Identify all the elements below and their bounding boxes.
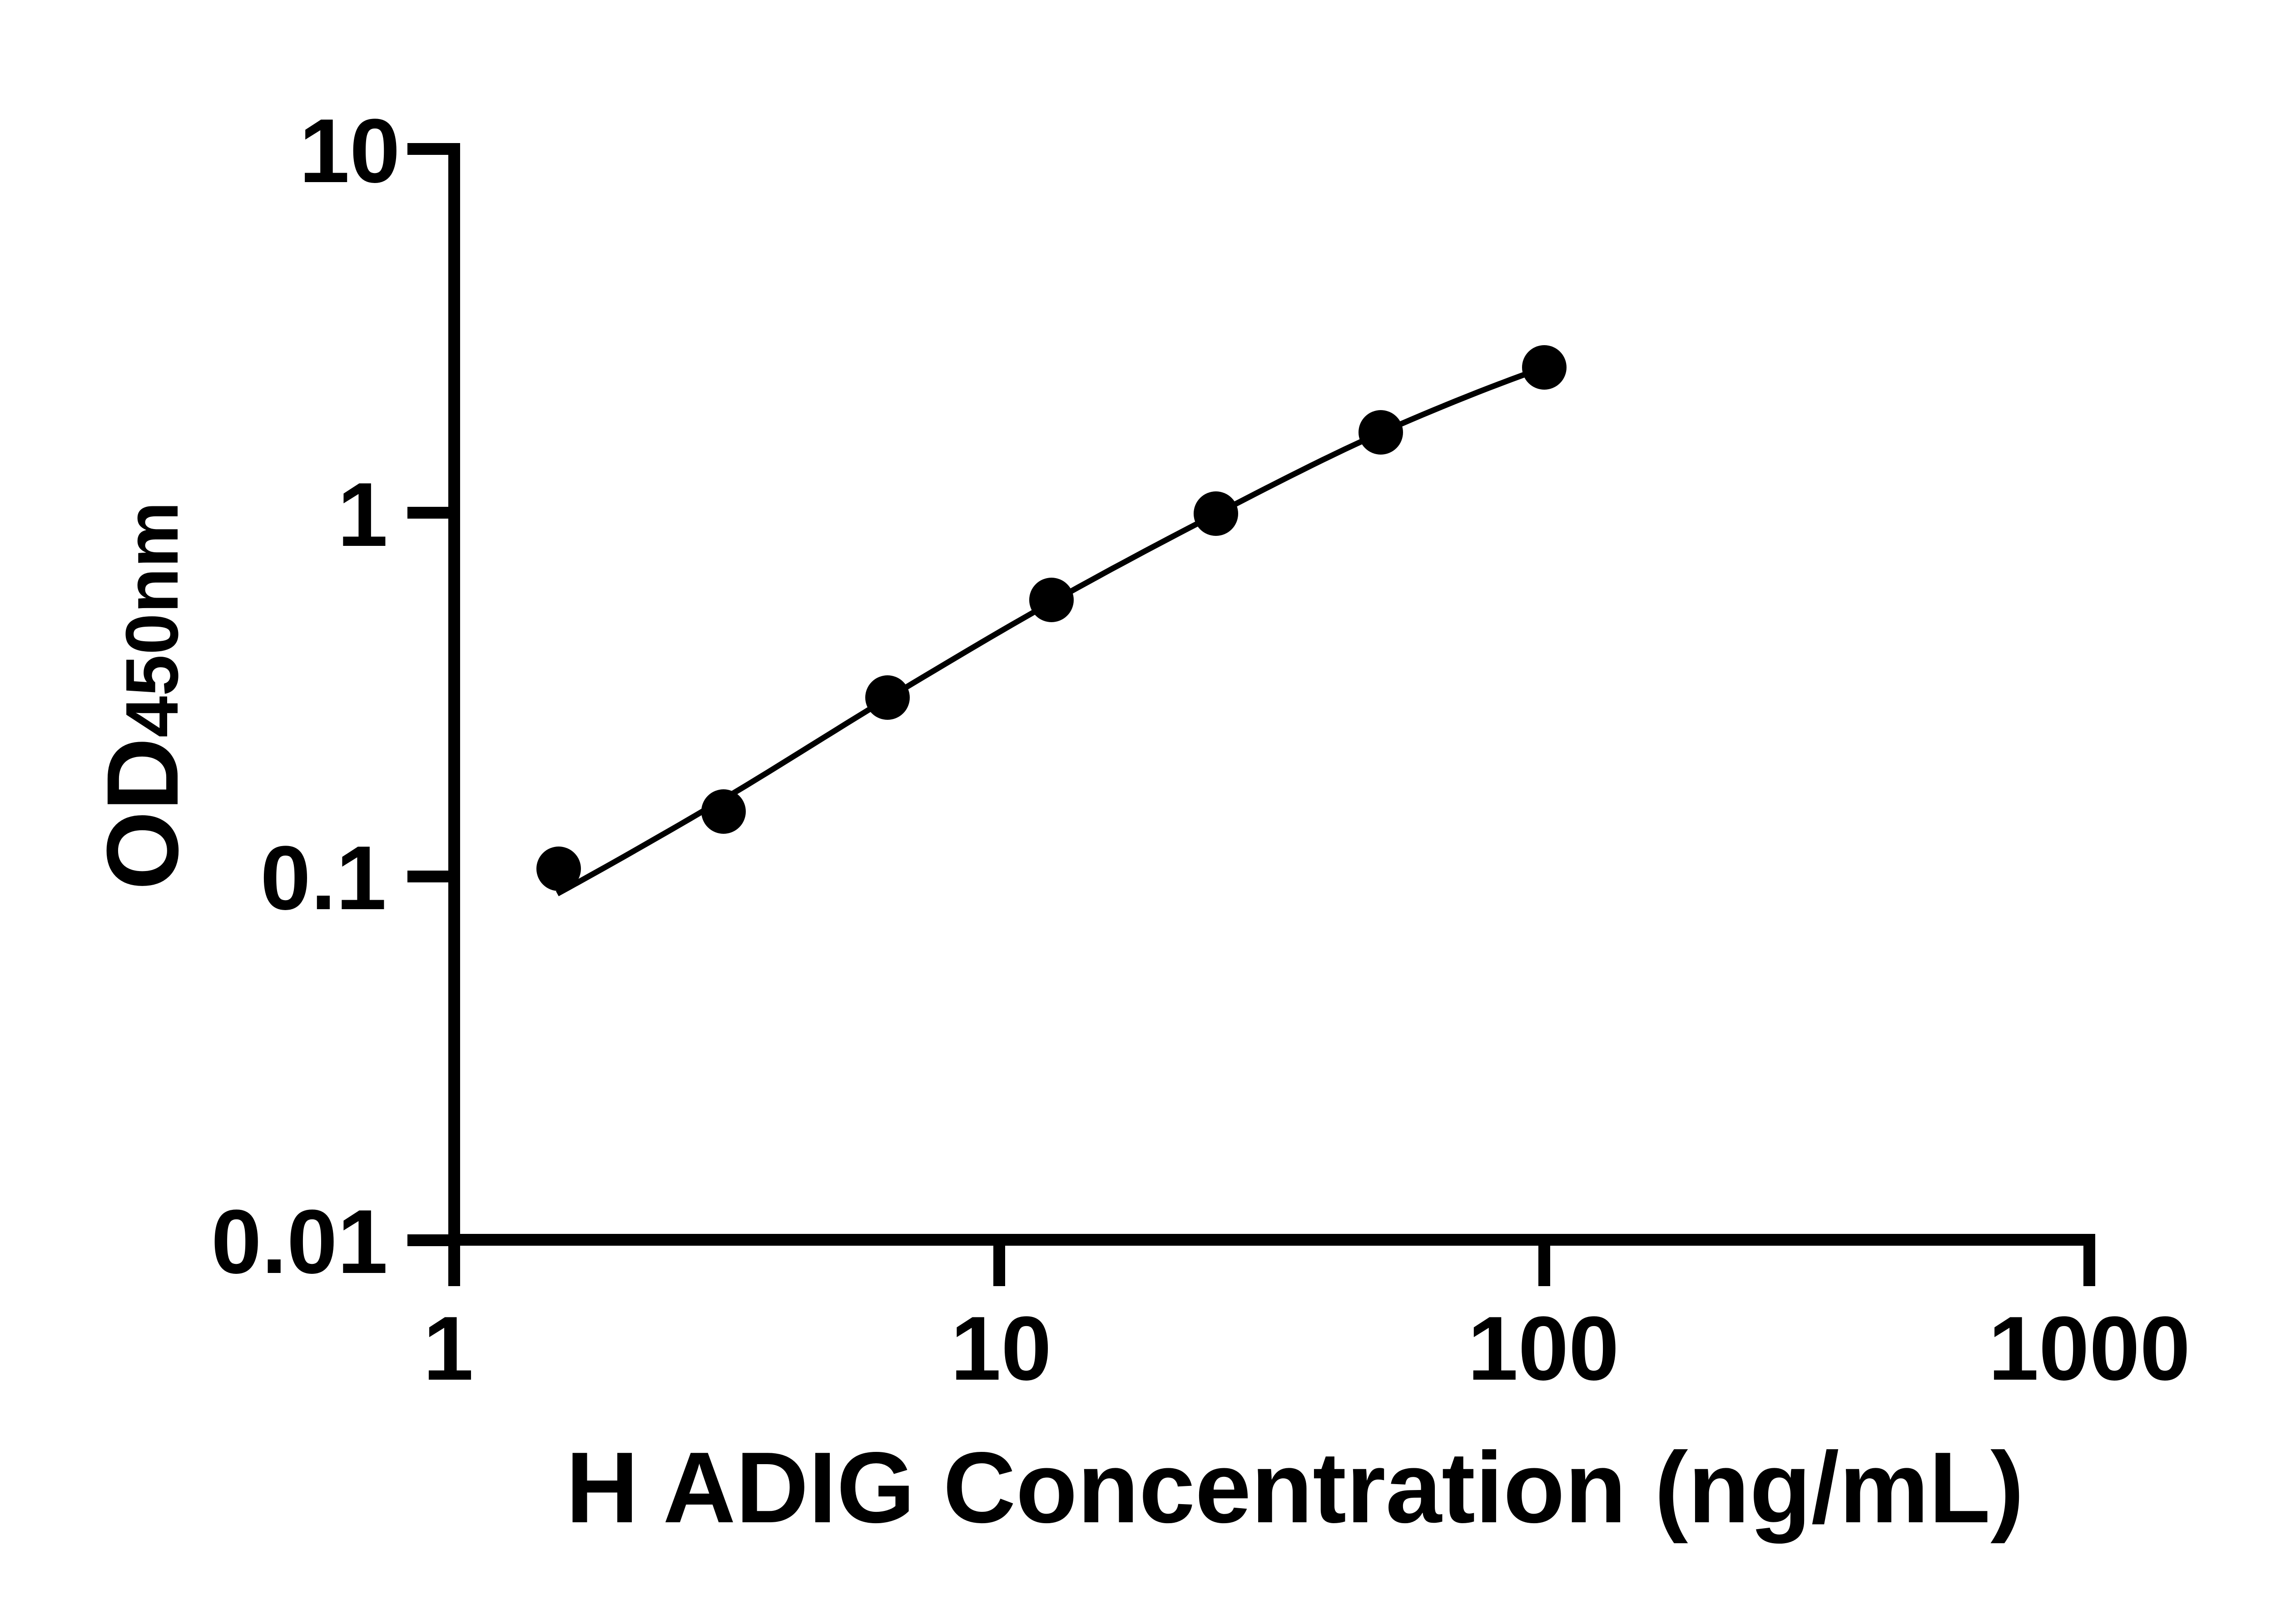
- svg-text:1000: 1000: [1988, 1298, 2191, 1399]
- svg-text:0.1: 0.1: [260, 827, 387, 929]
- svg-text:100: 100: [1468, 1298, 1619, 1399]
- svg-text:10: 10: [299, 100, 400, 202]
- svg-text:H ADIG Concentration (ng/mL): H ADIG Concentration (ng/mL): [566, 1431, 2024, 1544]
- svg-text:1: 1: [423, 1298, 473, 1399]
- svg-text:0.01: 0.01: [211, 1191, 388, 1292]
- svg-text:1: 1: [337, 464, 388, 565]
- svg-text:10: 10: [951, 1298, 1051, 1399]
